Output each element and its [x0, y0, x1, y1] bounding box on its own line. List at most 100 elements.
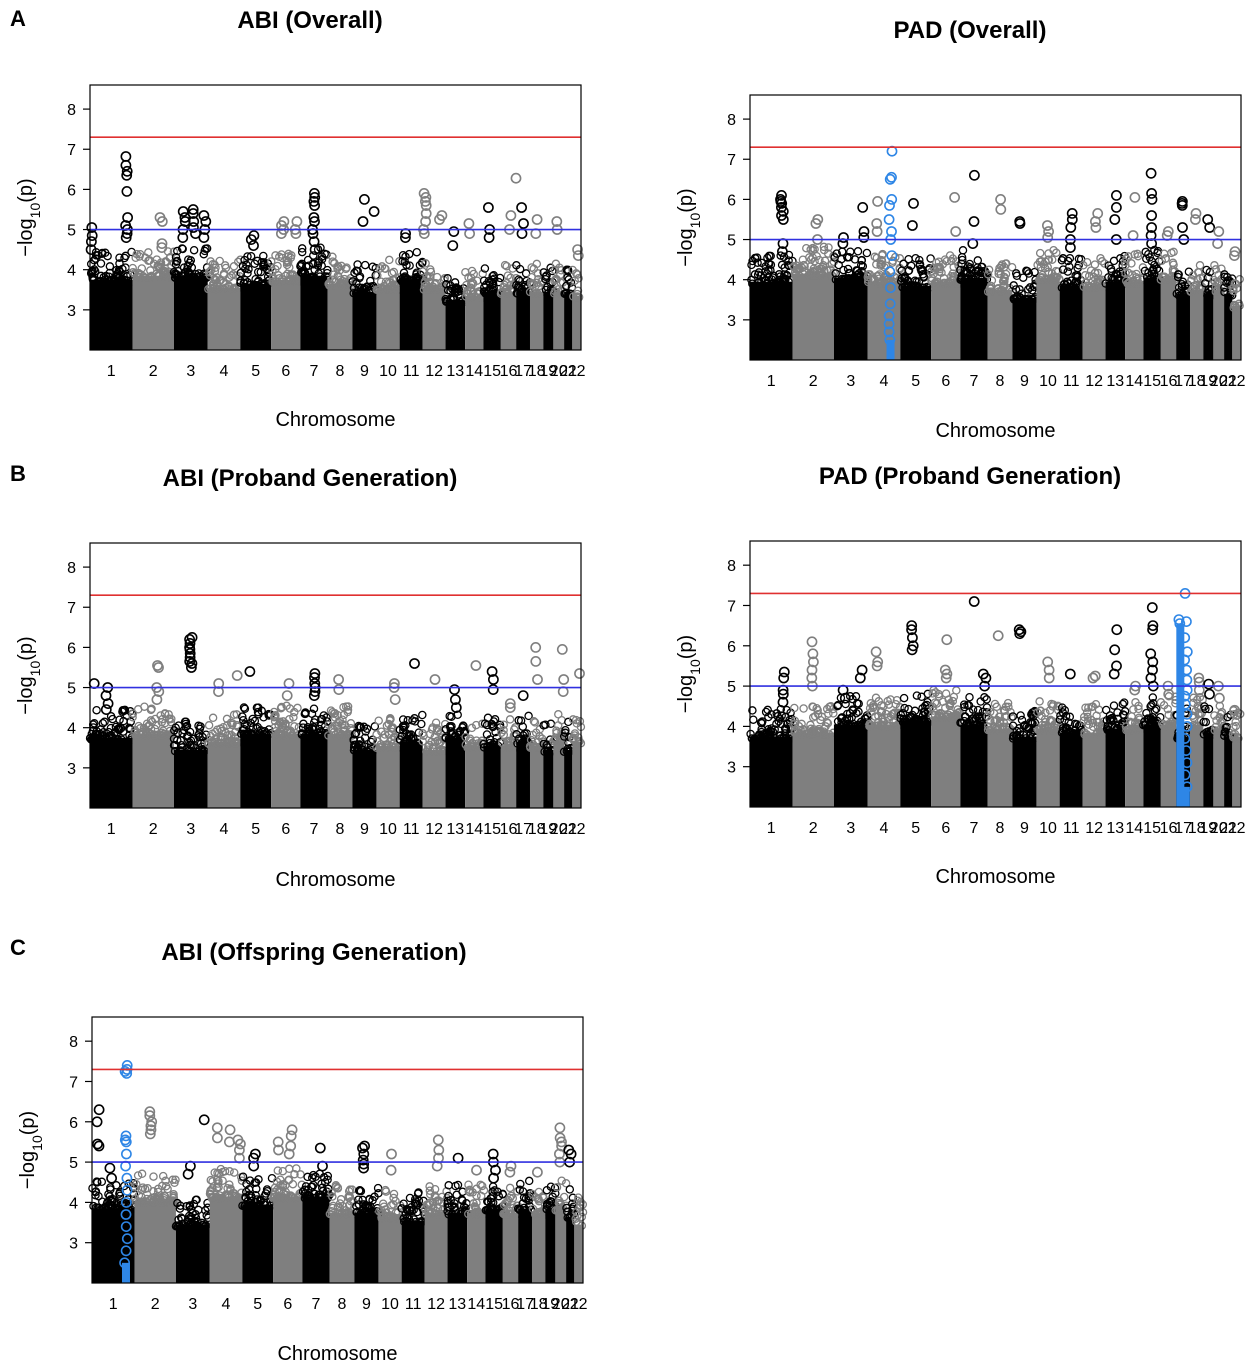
- band-point: [809, 264, 819, 273]
- band-point: [368, 735, 377, 745]
- peak-chr12-13: [418, 187, 432, 239]
- band-point: [962, 267, 972, 276]
- band-point: [220, 261, 230, 270]
- band-point: [256, 726, 266, 735]
- band-point: [280, 730, 290, 740]
- peak-chr3-5: [198, 210, 212, 243]
- peak-chr9-13: [357, 1140, 370, 1174]
- band-point: [335, 266, 344, 275]
- band-point: [926, 254, 935, 263]
- chromosome-17-fill: [1176, 293, 1190, 360]
- band-point: [420, 278, 430, 287]
- band-point: [948, 254, 958, 263]
- band-point: [269, 707, 279, 717]
- peak-point: [1204, 222, 1216, 233]
- peak-chr15-17: [482, 202, 495, 243]
- band-point: [456, 293, 465, 302]
- chromosome-22-fill: [572, 295, 581, 350]
- band-point: [934, 262, 943, 272]
- x-tick-label-chr5: 5: [911, 820, 920, 837]
- band-point: [301, 262, 311, 271]
- chromosome-3-fill: [175, 1224, 210, 1283]
- band-point: [211, 284, 221, 294]
- band-point: [515, 264, 525, 274]
- band-point: [398, 257, 407, 266]
- peak-chr2-3: [144, 1106, 158, 1140]
- band-point: [230, 733, 240, 742]
- peak-point: [871, 226, 883, 237]
- band-point: [1079, 282, 1089, 292]
- peak-chr3-4: [182, 1160, 196, 1180]
- y-tick-label: 4: [69, 1195, 78, 1212]
- band-point: [939, 274, 949, 283]
- band-point: [1001, 259, 1010, 268]
- peak-point: [530, 228, 542, 239]
- chromosome-1-band: [85, 705, 137, 808]
- band-point: [275, 252, 284, 262]
- peak-point: [518, 218, 529, 229]
- peak-point: [1127, 230, 1139, 241]
- x-tick-label-chr7: 7: [311, 1296, 320, 1313]
- band-point: [1140, 266, 1150, 276]
- x-tick-label-chr13: 13: [446, 363, 464, 380]
- peak-point: [992, 630, 1004, 642]
- x-tick-label-chr15: 15: [1143, 373, 1161, 390]
- peak-chr17-17: [517, 690, 529, 701]
- peak-point: [995, 193, 1006, 205]
- band-point: [1100, 259, 1109, 268]
- band-point: [240, 255, 249, 265]
- band-point: [304, 724, 314, 734]
- band-point: [269, 277, 278, 286]
- chromosome-5-fill: [242, 1204, 274, 1283]
- x-tick-label-chr8: 8: [335, 363, 344, 380]
- peak-point: [121, 165, 133, 177]
- peak-chr20-21: [554, 1122, 567, 1168]
- peak-chr15-15: [486, 666, 499, 695]
- band-point: [135, 724, 145, 733]
- band-point: [973, 256, 983, 265]
- band-point: [374, 716, 383, 725]
- peak-chr22-20: [574, 668, 585, 679]
- band-point: [819, 242, 829, 252]
- band-point: [278, 277, 288, 286]
- band-point: [170, 273, 180, 282]
- x-tick-label-chr3: 3: [846, 820, 855, 837]
- band-point: [208, 283, 217, 293]
- band-point: [200, 246, 209, 256]
- peak-chr3-3: [854, 664, 868, 684]
- peak-chr12-14: [434, 210, 448, 225]
- y-tick-label: 4: [67, 263, 76, 280]
- band-point: [357, 741, 366, 750]
- peak-chr15-18: [487, 1148, 501, 1184]
- band-point: [888, 258, 897, 267]
- peak-point: [231, 670, 243, 681]
- band-point: [135, 249, 145, 259]
- x-tick-label-chr6: 6: [941, 373, 950, 390]
- band-point: [1145, 253, 1155, 262]
- chromosome-22-fill: [1232, 305, 1241, 360]
- band-point: [1101, 705, 1111, 715]
- x-tick-label-chr2: 2: [149, 821, 158, 838]
- chromosome-8-fill: [327, 733, 353, 808]
- band-point: [1145, 275, 1154, 284]
- band-point: [862, 248, 872, 258]
- y-tick-label: 7: [67, 600, 76, 617]
- band-point: [356, 289, 366, 298]
- chromosome-15-fill: [485, 1208, 503, 1283]
- band-point: [146, 729, 156, 739]
- band-point: [309, 272, 319, 282]
- band-point: [206, 731, 215, 741]
- peak-chr6-7: [949, 191, 962, 237]
- band-point: [1132, 269, 1141, 279]
- peak-chr6-7: [281, 678, 295, 701]
- chromosome-7-band: [296, 243, 332, 350]
- band-point: [254, 276, 263, 285]
- peak-point: [1111, 624, 1123, 636]
- band-point: [1040, 275, 1050, 284]
- band-point: [238, 726, 247, 735]
- band-point: [1122, 254, 1131, 264]
- peak-chr7-8: [967, 169, 980, 249]
- y-tick-label: 8: [69, 1034, 78, 1051]
- peak-chr14-15: [1127, 191, 1141, 241]
